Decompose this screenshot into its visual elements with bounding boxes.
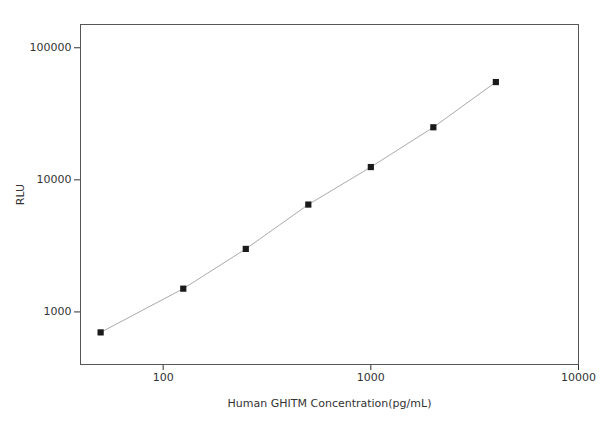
svg-text:RLU: RLU — [14, 184, 27, 205]
svg-text:1000: 1000 — [44, 305, 72, 318]
svg-text:Human GHITM Concentration(pg/m: Human GHITM Concentration(pg/mL) — [228, 397, 432, 410]
svg-text:10000: 10000 — [37, 173, 72, 186]
svg-text:1000: 1000 — [357, 371, 385, 384]
svg-text:100: 100 — [153, 371, 174, 384]
svg-text:10000: 10000 — [561, 371, 596, 384]
svg-text:100000: 100000 — [30, 41, 72, 54]
